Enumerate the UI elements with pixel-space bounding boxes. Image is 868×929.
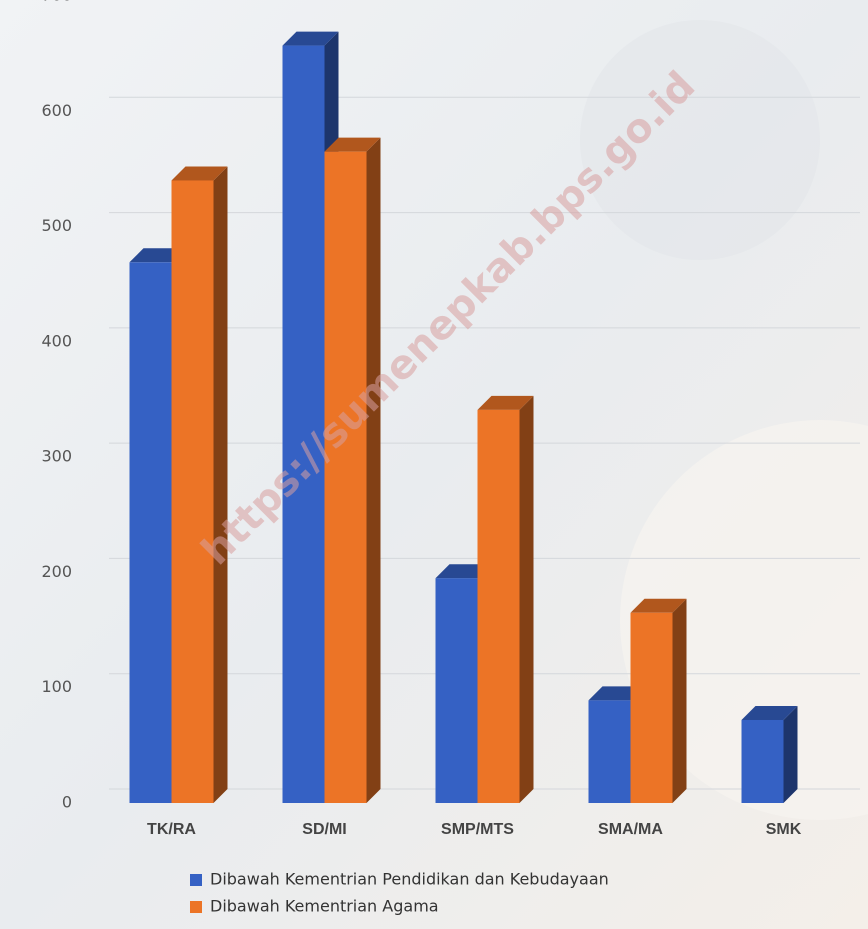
bar-top bbox=[282, 31, 339, 46]
bar-top bbox=[741, 705, 798, 720]
bar-top bbox=[630, 598, 687, 613]
bar bbox=[282, 45, 325, 803]
y-tick-label: 200 bbox=[41, 562, 72, 581]
bar-side bbox=[213, 166, 228, 803]
y-tick-label: 400 bbox=[41, 331, 72, 350]
decoration bbox=[580, 20, 820, 260]
bar bbox=[435, 578, 478, 803]
bar-top bbox=[477, 395, 534, 410]
bar bbox=[129, 262, 172, 803]
legend-swatch bbox=[190, 901, 202, 913]
bar-side bbox=[783, 705, 798, 803]
legend-label: Dibawah Kementrian Pendidikan dan Kebuda… bbox=[210, 870, 609, 889]
legend-swatch bbox=[190, 874, 202, 886]
x-tick-label: TK/RA bbox=[147, 821, 196, 838]
legend-label: Dibawah Kementrian Agama bbox=[210, 897, 439, 916]
bar-top bbox=[324, 137, 381, 152]
y-tick-label: 500 bbox=[41, 216, 72, 235]
y-tick-label: 0 bbox=[62, 793, 72, 812]
x-tick-label: SD/MI bbox=[302, 821, 346, 838]
y-tick-label: 100 bbox=[41, 677, 72, 696]
bar-top bbox=[171, 166, 228, 181]
bar bbox=[477, 409, 520, 803]
bar-side bbox=[366, 137, 381, 803]
bar bbox=[171, 180, 214, 803]
bar bbox=[630, 612, 673, 803]
bar bbox=[324, 151, 367, 803]
bar-side bbox=[672, 598, 687, 803]
bar bbox=[741, 719, 784, 803]
y-tick-label: 300 bbox=[41, 447, 72, 466]
y-tick-label: 600 bbox=[41, 101, 72, 120]
plot: 0 100 200 300 400 500 600 700 TK/RA SD/MI SMP/MTS S… bbox=[41, 0, 860, 916]
x-tick-label: SMA/MA bbox=[598, 821, 663, 838]
bar-side bbox=[519, 395, 534, 803]
y-tick-label: 700 bbox=[41, 0, 72, 5]
x-tick-label: SMP/MTS bbox=[441, 821, 514, 838]
x-tick-label: SMK bbox=[766, 821, 802, 838]
bar bbox=[588, 700, 631, 803]
